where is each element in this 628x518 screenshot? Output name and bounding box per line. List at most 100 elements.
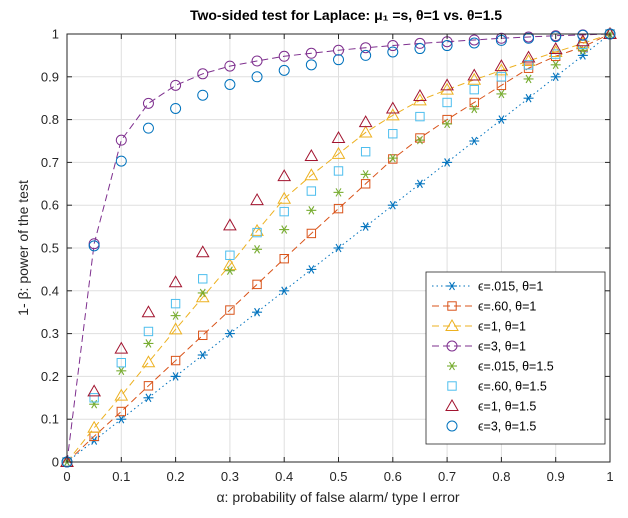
data-point (170, 372, 181, 381)
data-point (496, 89, 507, 99)
data-point (440, 78, 454, 91)
y-tick-label: 0.6 (41, 198, 59, 213)
data-point (142, 97, 154, 109)
data-point (468, 37, 480, 49)
data-point (387, 46, 399, 58)
data-point (306, 265, 317, 274)
data-point (575, 36, 590, 49)
x-tick-label: 0.7 (438, 469, 456, 484)
data-point (385, 101, 400, 114)
series-1 (62, 29, 615, 467)
data-point (195, 245, 210, 258)
y-axis-label: 1- β: power of the test (15, 180, 31, 316)
data-point (305, 59, 317, 71)
legend-label: ϵ=3, θ=1.5 (478, 420, 536, 434)
data-point (306, 206, 317, 215)
data-point (116, 366, 127, 376)
legend-box (425, 271, 606, 445)
data-point (441, 40, 453, 52)
data-point (279, 206, 289, 217)
x-tick-label: 0.3 (221, 469, 239, 484)
series-layer (60, 26, 617, 468)
data-point (114, 388, 129, 401)
y-tick-label: 0.7 (41, 155, 59, 170)
y-tick-label: 0.4 (41, 283, 59, 298)
data-point (251, 55, 263, 67)
data-point (197, 288, 208, 298)
legend-marker (445, 318, 459, 331)
data-point (115, 134, 127, 146)
data-point (304, 168, 319, 181)
legend-item: ϵ=.60, θ=1 (432, 300, 536, 314)
legend-marker (445, 398, 459, 411)
data-point (141, 305, 156, 318)
data-point (141, 355, 156, 368)
data-point (278, 64, 290, 76)
data-point (494, 59, 509, 72)
data-point (197, 89, 209, 101)
y-tick-label: 0.8 (41, 112, 59, 127)
data-point (170, 79, 182, 91)
data-point (252, 227, 262, 238)
data-point (577, 29, 589, 41)
legend: ϵ=.015, θ=1 ϵ=.60, θ=1 ϵ=1, θ=1 ϵ=3, θ=1 ϵ=.… (425, 271, 606, 445)
data-point (360, 147, 371, 157)
data-point (331, 146, 346, 159)
data-point (168, 275, 183, 288)
legend-marker (446, 340, 458, 352)
series-line (66, 33, 611, 463)
x-tick-label: 0.6 (384, 469, 402, 484)
y-tick-label: 1 (52, 27, 59, 42)
legend-marker (447, 381, 457, 391)
ticks: 0 0.1 0.2 0.3 0.4 0.5 0.6 0.7 0.8 0.9 1 0 0.1 0.2 0.3 0… (41, 27, 614, 485)
data-point (250, 193, 264, 206)
data-point (115, 155, 127, 167)
data-point (89, 393, 99, 403)
data-point (305, 47, 317, 59)
data-point (224, 60, 236, 72)
data-point (87, 384, 102, 397)
data-point (387, 153, 398, 163)
legend-marker (446, 420, 458, 432)
data-point (195, 290, 210, 303)
data-point (521, 50, 536, 63)
data-point (197, 68, 209, 80)
data-point (469, 97, 479, 108)
series-line (66, 33, 611, 463)
data-point (442, 119, 453, 129)
data-point (304, 148, 319, 161)
data-point (494, 63, 509, 76)
data-point (469, 84, 479, 95)
data-point (523, 32, 535, 44)
data-point (467, 68, 482, 81)
data-point (333, 203, 344, 214)
legend-item: ϵ=.015, θ=1 (432, 280, 543, 294)
data-point (223, 258, 237, 271)
data-point (250, 223, 264, 236)
data-point (358, 125, 373, 138)
data-point (225, 305, 235, 315)
data-point (116, 414, 127, 424)
data-point (279, 225, 290, 234)
y-tick-label: 0.2 (41, 369, 59, 384)
data-point (331, 130, 346, 144)
data-point (358, 115, 373, 128)
data-point (468, 34, 480, 46)
data-point (278, 50, 290, 62)
data-point (198, 330, 208, 341)
data-point (143, 339, 154, 348)
data-point (575, 34, 590, 47)
data-point (252, 244, 263, 254)
data-point (360, 42, 372, 54)
data-point (170, 298, 181, 309)
legend-label: ϵ=1, θ=1 (478, 320, 526, 334)
data-point (550, 72, 561, 82)
data-point (143, 326, 154, 337)
data-point (223, 218, 237, 231)
x-axis-label: α: probability of false alarm/ type I er… (216, 489, 459, 505)
data-point (442, 97, 452, 108)
data-point (333, 243, 344, 253)
data-point (114, 341, 129, 354)
legend-label: ϵ=3, θ=1 (478, 340, 526, 354)
